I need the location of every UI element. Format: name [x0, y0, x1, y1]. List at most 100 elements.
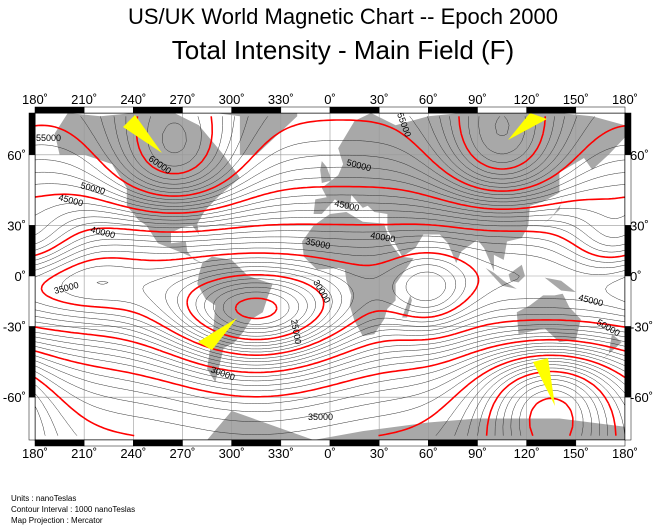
- contour-line-32000: [165, 266, 446, 347]
- contour-line-35000: [40, 252, 480, 356]
- contour-line-36000: [35, 246, 625, 359]
- contour-label: 40000: [370, 230, 396, 244]
- contour-line-50000: [35, 119, 625, 437]
- contour-line-43000: [35, 202, 625, 386]
- longitude-label-bottom: 30˚: [370, 446, 389, 461]
- longitude-label-bottom: 300˚: [219, 446, 245, 461]
- frame-bar-top: [428, 106, 478, 114]
- longitude-label-top: 150˚: [563, 92, 589, 107]
- longitude-label-bottom: 240˚: [120, 446, 146, 461]
- land-mass: [313, 113, 625, 272]
- longitude-label-top: 90˚: [468, 92, 487, 107]
- longitude-label-top: 270˚: [169, 92, 195, 107]
- contour-line-49000: [35, 140, 625, 435]
- longitude-label-top: 210˚: [71, 92, 97, 107]
- land-mass: [508, 264, 525, 283]
- latitude-label-left: 30˚: [7, 218, 26, 233]
- longitude-label-top: 180˚: [612, 92, 638, 107]
- frame-bar-top: [133, 106, 183, 114]
- contour-line-30000: [186, 274, 325, 341]
- frame-bar-right: [624, 396, 632, 441]
- frame-bar-bottom: [575, 439, 626, 447]
- frame-bar-right: [624, 154, 632, 226]
- longitude-label-bottom: 150˚: [563, 446, 589, 461]
- frame-bar-left: [28, 225, 36, 277]
- latitude-label-left: 60˚: [7, 148, 26, 163]
- longitude-label-bottom: 270˚: [169, 446, 195, 461]
- latitude-label-left: 0˚: [14, 269, 26, 284]
- chart-title: US/UK World Magnetic Chart -- Epoch 2000: [128, 4, 558, 29]
- contour-line-27000: [213, 286, 300, 330]
- latitude-label-left: -60˚: [3, 390, 26, 405]
- contour-line-57000: [162, 116, 600, 436]
- longitude-label-bottom: 180˚: [22, 446, 48, 461]
- longitude-label-top: 240˚: [120, 92, 146, 107]
- frame-bar-top: [477, 106, 527, 114]
- frame-bar-top: [231, 106, 282, 114]
- contour-label: 35000: [308, 412, 333, 422]
- contour-line-29000: [195, 278, 316, 337]
- frame-bar-top: [83, 106, 134, 114]
- longitude-label-top: 120˚: [514, 92, 540, 107]
- frame-bar-top: [329, 106, 380, 114]
- frame-bar-top: [34, 106, 85, 114]
- land-mass: [516, 293, 581, 343]
- latitude-label-left: -30˚: [3, 320, 26, 335]
- map-notes: Units : nanoTeslas Contour Interval : 10…: [11, 493, 135, 526]
- south-america-marker: [198, 318, 237, 350]
- frame-bar-top: [378, 106, 429, 114]
- latitude-label-right: 60˚: [630, 148, 649, 163]
- contour-line-51000: [35, 116, 625, 436]
- contour-lines: [35, 116, 625, 437]
- frame-bar-top: [526, 106, 577, 114]
- contour-line-38000: [35, 235, 625, 366]
- north-marker-siberia: [508, 113, 547, 140]
- frame-bar-right: [624, 326, 632, 398]
- contour-line-40000: [35, 223, 625, 374]
- contour-line-37000: [35, 241, 625, 362]
- pole-markers: [123, 113, 555, 406]
- contour-line-44000: [35, 194, 625, 392]
- contour-line-39000: [35, 229, 625, 369]
- frame-bar-left: [28, 326, 36, 398]
- land-mass: [544, 277, 576, 293]
- contour-line-47000: [35, 166, 625, 412]
- longitude-label-top: 180˚: [22, 92, 48, 107]
- contour-line-26000: [222, 291, 290, 325]
- contour-line-48000: [35, 154, 625, 422]
- longitude-label-top: 300˚: [219, 92, 245, 107]
- contour-line-33000: [96, 262, 457, 350]
- contour-line-55000: [135, 116, 617, 436]
- contour-line-54000: [125, 116, 625, 436]
- land-mass: [543, 194, 563, 224]
- latitude-label-right: -30˚: [630, 320, 653, 335]
- longitude-label-bottom: 120˚: [514, 446, 540, 461]
- frame-bar-top: [182, 106, 232, 114]
- longitude-label-bottom: 60˚: [419, 446, 438, 461]
- axis-labels: 180˚ 210˚ 240˚ 270˚ 300˚ 330˚ 0˚ 30˚ 60˚ 90˚ 120˚ 1…: [3, 92, 653, 461]
- contour-label: 55000: [36, 133, 61, 143]
- contour-interval-note: Contour Interval : 1000 nanoTeslas: [11, 505, 136, 514]
- units-note: Units : nanoTeslas: [11, 494, 77, 503]
- contour-line-41000: [35, 217, 625, 377]
- longitude-label-top: 0˚: [324, 92, 336, 107]
- frame-bar-top: [575, 106, 626, 114]
- contour-line-42000: [35, 209, 625, 382]
- longitude-label-top: 330˚: [268, 92, 294, 107]
- latitude-label-right: -60˚: [630, 390, 653, 405]
- contour-line-58000: [494, 116, 592, 436]
- contour-line-56000: [146, 116, 608, 436]
- contour-line-45000: [35, 185, 625, 398]
- north-geomagnetic-marker-america: [123, 115, 162, 153]
- projection-note: Map Projection : Mercator: [11, 516, 103, 525]
- frame-bar-left: [28, 112, 36, 156]
- contour-line-46000: [35, 177, 625, 404]
- latitude-label-right: 0˚: [630, 269, 642, 284]
- frame-bar-left: [28, 396, 36, 441]
- longitude-label-bottom: 330˚: [268, 446, 294, 461]
- frame-bar-top: [280, 106, 331, 114]
- chart-subtitle: Total Intensity - Main Field (F): [171, 35, 515, 65]
- contour-line-34000: [61, 257, 467, 353]
- south-pole-marker: [533, 358, 555, 406]
